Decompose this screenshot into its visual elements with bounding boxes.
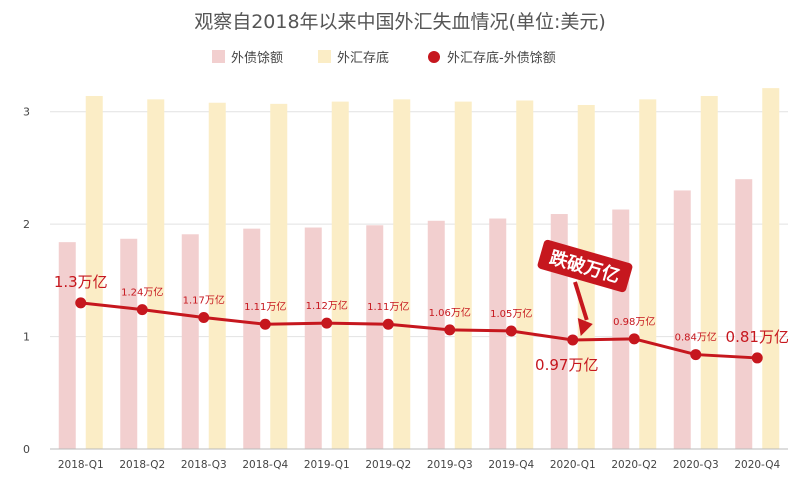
data-label: 1.11万亿 xyxy=(244,300,286,313)
bar-fx-reserves xyxy=(208,102,226,449)
data-label: 0.97万亿 xyxy=(535,356,598,374)
bar-fx-reserves xyxy=(331,101,349,449)
y-tick-label: 1 xyxy=(23,331,30,344)
data-label: 1.06万亿 xyxy=(429,306,471,319)
bar-external-debt xyxy=(673,190,691,449)
bar-fx-reserves xyxy=(639,99,657,450)
line-point xyxy=(567,334,579,346)
data-label: 1.05万亿 xyxy=(490,307,532,320)
data-label: 1.17万亿 xyxy=(183,293,225,306)
bar-fx-reserves xyxy=(762,88,780,450)
line-point xyxy=(444,324,456,336)
data-label: 1.24万亿 xyxy=(121,286,163,299)
legend-label: 外汇存底-外债馀额 xyxy=(447,50,556,66)
x-tick-label: 2020-Q2 xyxy=(611,459,657,471)
x-tick-label: 2020-Q4 xyxy=(734,459,780,471)
line-path xyxy=(80,301,758,360)
x-tick-label: 2019-Q1 xyxy=(304,459,350,471)
line-point xyxy=(198,311,210,323)
x-tick-label: 2019-Q4 xyxy=(488,459,534,471)
chart-title: 观察自2018年以来中国外汇失血情况(单位:美元) xyxy=(194,11,606,33)
x-tick-label: 2020-Q1 xyxy=(550,459,596,471)
line-point xyxy=(382,318,394,330)
legend-swatch xyxy=(212,50,225,63)
x-tick-label: 2020-Q3 xyxy=(673,459,719,471)
bar-external-debt xyxy=(735,179,753,449)
grid xyxy=(50,111,788,338)
bar-fx-reserves xyxy=(516,100,534,449)
bar-external-debt xyxy=(120,238,138,449)
y-tick-label: 2 xyxy=(23,218,30,231)
legend-swatch xyxy=(318,50,331,63)
bar-fx-reserves xyxy=(393,99,411,450)
legend-marker xyxy=(428,51,440,63)
bar-external-debt xyxy=(58,242,76,449)
callout-arrowhead xyxy=(577,317,593,336)
bar-external-debt xyxy=(181,234,199,449)
axes: 0 1 2 3 2018-Q1 2018-Q2 2018-Q3 2018-Q4 2019-Q1 2… xyxy=(23,106,788,471)
bar-fx-reserves xyxy=(454,101,472,449)
data-label: 1.3万亿 xyxy=(54,273,108,291)
bar-fx-reserves xyxy=(700,95,718,449)
line-series xyxy=(75,297,763,364)
line-point xyxy=(136,304,148,316)
data-label: 1.12万亿 xyxy=(306,299,348,312)
data-label: 0.84万亿 xyxy=(675,331,717,344)
bar-fx-reserves xyxy=(147,99,165,450)
bar-fx-reserves xyxy=(270,103,288,449)
x-tick-label: 2018-Q3 xyxy=(181,459,227,471)
line-point xyxy=(628,333,640,345)
bar-external-debt xyxy=(427,220,445,449)
y-tick-label: 0 xyxy=(23,443,30,456)
bar-external-debt xyxy=(304,227,322,449)
bar-external-debt xyxy=(366,225,384,449)
x-tick-label: 2018-Q1 xyxy=(58,459,104,471)
x-tick-label: 2018-Q4 xyxy=(242,459,288,471)
bar-external-debt xyxy=(612,209,630,449)
data-labels: 1.3万亿 1.24万亿 1.17万亿 1.11万亿 1.12万亿 1.11万亿 1.06万… xyxy=(54,273,789,374)
x-tick-label: 2019-Q3 xyxy=(427,459,473,471)
line-point xyxy=(690,349,702,361)
y-tick-label: 3 xyxy=(23,106,30,119)
bar-fx-reserves xyxy=(85,95,103,449)
callout-box xyxy=(537,239,633,293)
bar-external-debt xyxy=(243,228,261,449)
line-point xyxy=(75,297,87,309)
bars xyxy=(58,88,780,450)
bar-external-debt xyxy=(489,218,507,449)
legend-label: 外汇存底 xyxy=(337,50,389,66)
legend-label: 外债馀额 xyxy=(231,50,283,66)
data-label: 0.98万亿 xyxy=(613,315,655,328)
data-label: 1.11万亿 xyxy=(367,300,409,313)
line-point xyxy=(751,352,763,364)
line-point xyxy=(259,318,271,330)
data-label: 0.81万亿 xyxy=(726,328,789,346)
line-point xyxy=(321,317,333,329)
callout-arrow xyxy=(573,281,589,321)
line-point xyxy=(505,325,517,337)
x-tick-label: 2018-Q2 xyxy=(119,459,165,471)
x-tick-label: 2019-Q2 xyxy=(365,459,411,471)
legend: 外债馀额 外汇存底 外汇存底-外债馀额 xyxy=(212,50,556,66)
